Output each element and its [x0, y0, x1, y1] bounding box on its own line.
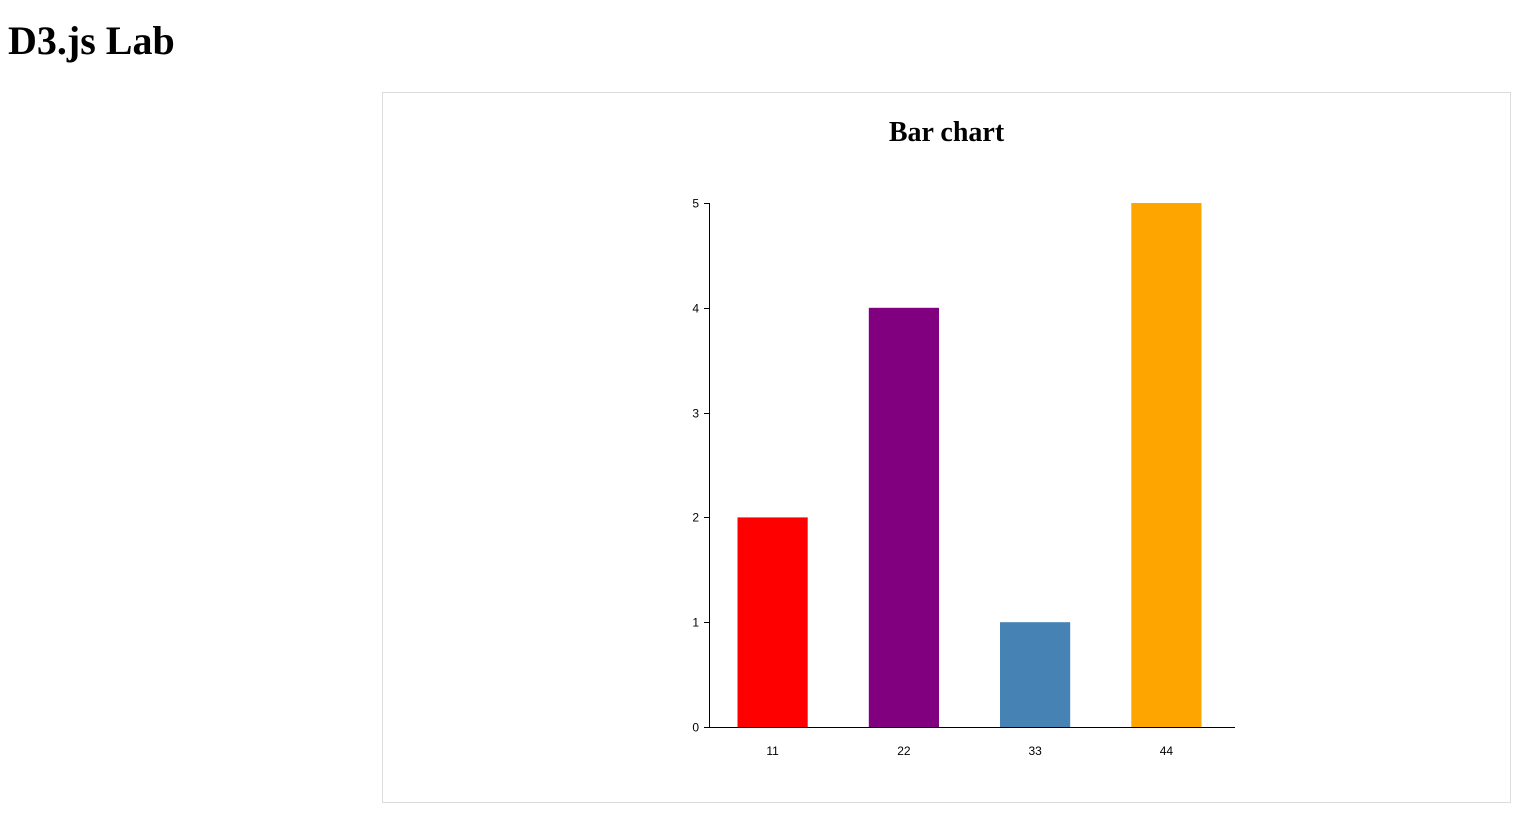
x-tick-label-22: 22 — [897, 744, 911, 758]
bar-33 — [1000, 622, 1071, 727]
bar-44 — [1131, 203, 1202, 727]
y-tick-label-2: 2 — [692, 511, 699, 525]
y-tick-label-5: 5 — [692, 197, 699, 211]
y-tick-label-1: 1 — [692, 616, 699, 630]
x-tick-label-33: 33 — [1028, 744, 1042, 758]
y-tick-label-3: 3 — [692, 407, 699, 421]
page-heading: D3.js Lab — [8, 18, 175, 63]
bar-chart: 11 22 33 44 0 1 2 3 4 5 — [692, 197, 1235, 758]
y-tick-label-4: 4 — [692, 302, 699, 316]
x-tick-label-11: 11 — [766, 744, 779, 758]
chart-panel: Bar chart 11 22 33 44 0 1 2 3 4 5 — [382, 92, 1511, 803]
bar-22 — [868, 307, 939, 727]
y-tick-label-0: 0 — [692, 721, 699, 735]
bar-11 — [737, 517, 808, 727]
x-tick-label-44: 44 — [1160, 744, 1174, 758]
chart-title: Bar chart — [888, 117, 1005, 148]
